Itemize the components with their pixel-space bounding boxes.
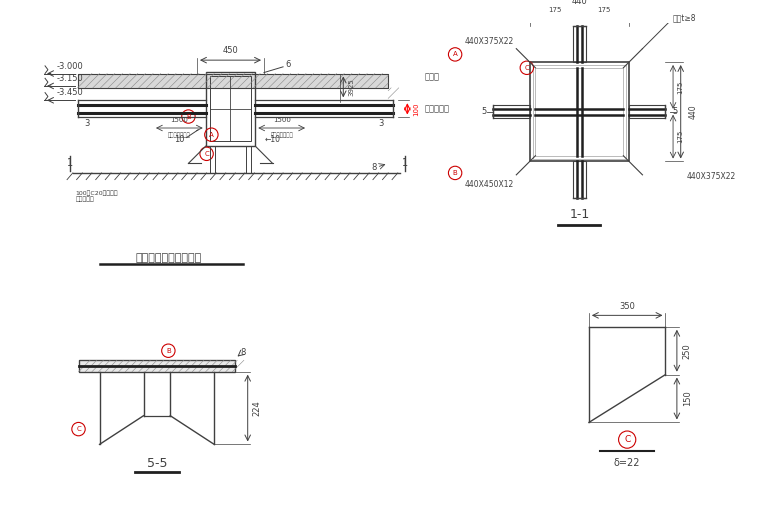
Text: 175: 175 [677, 80, 683, 94]
Text: 3: 3 [84, 119, 90, 128]
Bar [78, 74, 388, 88]
Text: 1-1: 1-1 [569, 208, 590, 222]
Bar [78, 361, 236, 372]
Text: 10: 10 [173, 135, 184, 144]
Text: 175: 175 [548, 7, 561, 13]
Bar [206, 71, 255, 146]
Bar [573, 26, 586, 62]
Text: 150: 150 [682, 391, 692, 407]
Text: B: B [453, 170, 458, 176]
Text: 8: 8 [240, 348, 245, 357]
Text: 440X375X22: 440X375X22 [686, 172, 736, 181]
Text: 5-5: 5-5 [147, 457, 167, 470]
Text: 100厚C20素混凝土
混凝土垫层: 100厚C20素混凝土 混凝土垫层 [76, 190, 119, 202]
Text: B: B [186, 113, 191, 120]
Text: 5: 5 [673, 107, 678, 116]
Text: 440X450X12: 440X450X12 [464, 180, 514, 189]
Text: C: C [204, 151, 209, 157]
Text: 混凝土模板料件: 混凝土模板料件 [271, 133, 293, 138]
Text: A: A [453, 51, 458, 57]
Text: 3: 3 [378, 119, 383, 128]
Text: C: C [524, 65, 529, 71]
Text: C: C [624, 435, 630, 444]
Text: 350: 350 [619, 301, 635, 311]
Text: 混凝土模板料件: 混凝土模板料件 [167, 133, 190, 138]
Bar [78, 74, 388, 88]
Text: 6: 6 [285, 61, 290, 69]
Text: 1: 1 [402, 159, 408, 168]
Text: A: A [209, 132, 214, 138]
Bar [535, 68, 623, 156]
Bar [629, 105, 666, 119]
Text: 175: 175 [597, 7, 611, 13]
Text: 栈桥梁: 栈桥梁 [425, 73, 439, 82]
Text: 8: 8 [371, 163, 376, 171]
Text: 1500: 1500 [273, 117, 291, 123]
Text: 3925: 3925 [348, 78, 354, 96]
Text: 250: 250 [682, 343, 692, 358]
Bar [493, 105, 530, 119]
Text: 5: 5 [481, 107, 486, 116]
Text: -3.450: -3.450 [56, 89, 84, 97]
Text: 440X375X22: 440X375X22 [464, 37, 514, 46]
Text: ←10: ←10 [264, 135, 280, 144]
Text: 224: 224 [252, 400, 261, 416]
Text: 440: 440 [572, 0, 587, 6]
Text: 栈桥梁与立柱连接详图: 栈桥梁与立柱连接详图 [135, 253, 201, 263]
Text: -3.000: -3.000 [56, 62, 84, 70]
Text: 100: 100 [413, 102, 419, 116]
Bar [211, 76, 251, 141]
Bar [78, 361, 236, 372]
Bar [530, 62, 629, 162]
Text: C: C [76, 426, 81, 432]
Text: 1500: 1500 [170, 117, 188, 123]
Text: 450: 450 [223, 46, 239, 55]
Text: δ=22: δ=22 [614, 457, 641, 468]
Bar [533, 65, 626, 159]
Text: B: B [166, 348, 171, 354]
Text: 满焊t≥8: 满焊t≥8 [673, 13, 697, 23]
Text: 1: 1 [67, 159, 73, 168]
Text: 栈桥支撑梁: 栈桥支撑梁 [425, 105, 449, 113]
Text: 175: 175 [677, 130, 683, 143]
Text: -3.150: -3.150 [56, 74, 84, 83]
Text: 440: 440 [689, 105, 698, 119]
Bar [573, 162, 586, 198]
